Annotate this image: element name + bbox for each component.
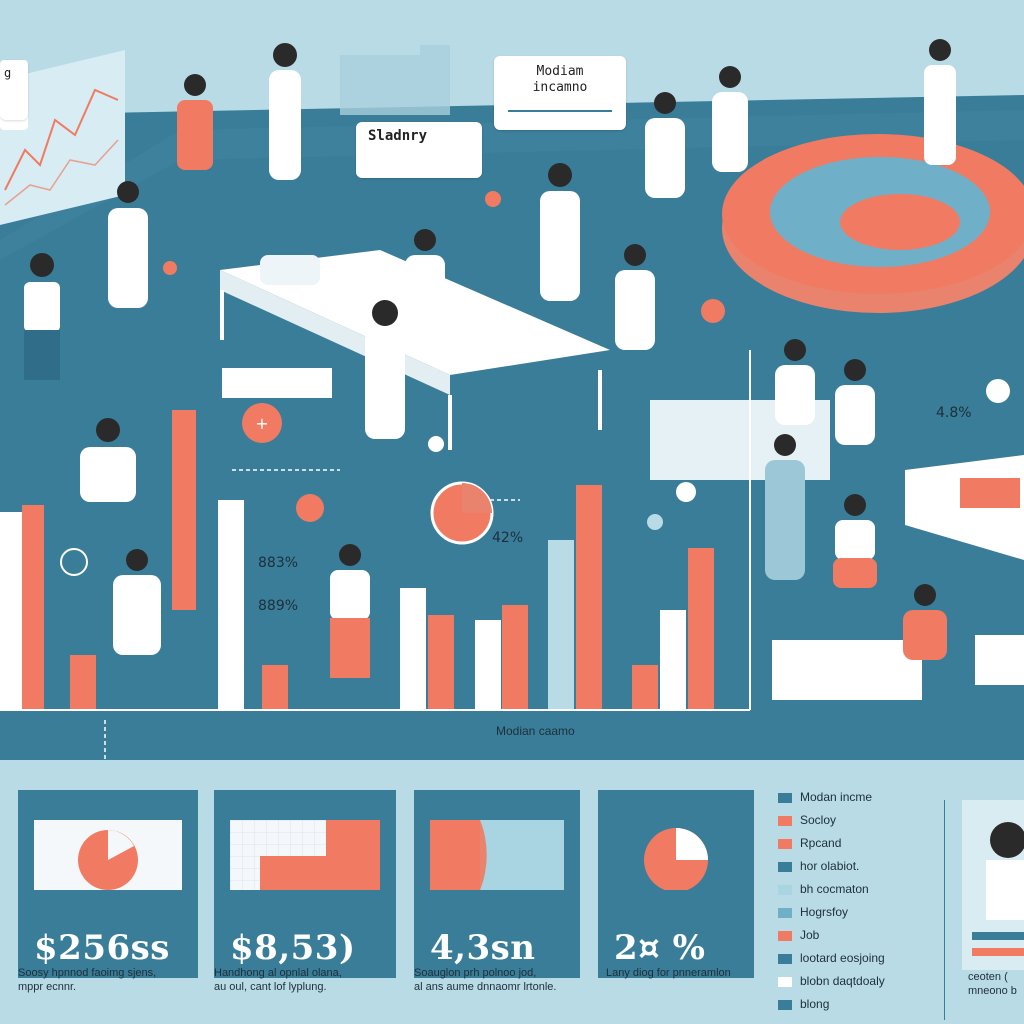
- stat-card-3-value: 4,3sn: [430, 928, 536, 968]
- svg-text:+: +: [255, 414, 268, 433]
- stat-card-3-chart: [430, 820, 564, 890]
- stat-card-2: $8,53): [214, 790, 396, 978]
- portrait-caption: ceoten ( mneono b: [968, 971, 1017, 997]
- legend-label: Modan incme: [800, 790, 873, 804]
- callout-median-income-text: Modiam incamno: [532, 64, 588, 95]
- legend-swatch: [778, 1000, 792, 1010]
- stat-card-3-caption: Soauglon prh polnoo jod, al ans aume dnn…: [414, 967, 557, 993]
- stat-card-3: 4,3sn: [414, 790, 580, 978]
- legend-swatch: [778, 816, 792, 826]
- legend-swatch: [778, 793, 792, 803]
- legend-label: Rpcand: [800, 836, 842, 850]
- legend-divider: [944, 800, 945, 1020]
- stat-card-2-grid: [230, 820, 380, 890]
- bar-chart: [0, 350, 751, 711]
- legend-label: lootard eosjoing: [800, 951, 885, 965]
- callout-corner-text: g: [4, 66, 12, 80]
- scene-illustration: +: [0, 39, 1024, 780]
- stats-section: $256ss $8,53) 4,3sn: [0, 760, 1024, 1024]
- portrait-panel: [962, 800, 1024, 970]
- percent-label-1: 883%: [258, 555, 299, 571]
- percent-label-2: 889%: [258, 598, 299, 614]
- nurse-avatar: [972, 822, 1024, 956]
- stat-card-4-pie: [614, 820, 738, 892]
- percent-label-4: 4.8%: [936, 405, 972, 421]
- legend-swatch: [778, 977, 792, 987]
- legend-swatch: [778, 862, 792, 872]
- stat-card-4: 2¤ %: [598, 790, 754, 978]
- callout-salary: Sladnry: [356, 122, 482, 178]
- callout-salary-text: Sladnry: [368, 128, 428, 144]
- stat-card-4-value: 2¤ %: [614, 928, 706, 968]
- infographic-scene: +: [0, 39, 1024, 780]
- legend-label: hor olabiot.: [800, 859, 860, 873]
- legend-label: bh cocmaton: [800, 882, 869, 896]
- area-chart-icon: [430, 820, 487, 890]
- stat-card-4-caption: Lany diog for pnneramlon: [606, 967, 731, 979]
- x-axis-caption: Modian caamo: [496, 724, 575, 738]
- stat-card-1: $256ss: [18, 790, 198, 978]
- stat-card-2-value: $8,53): [230, 928, 356, 968]
- stat-card-1-caption: Soosy hpnnod faoimg sjens, mppr ecnnr.: [18, 967, 157, 993]
- percent-label-3: 42%: [492, 530, 524, 546]
- legend-label: Hogrsfoy: [800, 905, 849, 919]
- stat-card-1-pie: [34, 820, 182, 890]
- callout-median-income: Modiam incamno: [494, 56, 626, 130]
- legend-label: Socloy: [800, 813, 837, 827]
- legend-swatch: [778, 885, 792, 895]
- stat-card-1-value: $256ss: [34, 928, 170, 968]
- legend-label: blobn daqtdoaly: [800, 974, 885, 988]
- legend-swatch: [778, 908, 792, 918]
- pie-chart-icon: [78, 830, 138, 890]
- wall-line-chart: [0, 50, 125, 225]
- stat-card-2-caption: Handhong al opnlal olana, au oul, cant l…: [214, 967, 342, 993]
- legend-swatch: [778, 954, 792, 964]
- legend-swatch: [778, 839, 792, 849]
- nurse-figures: [24, 39, 956, 678]
- callout-dots: [508, 110, 612, 112]
- hospital-bed-right: [905, 455, 1024, 560]
- legend-label: Job: [800, 928, 820, 942]
- legend-swatch: [778, 931, 792, 941]
- callout-corner: g: [0, 60, 28, 120]
- pie-chart-icon: [644, 828, 708, 892]
- legend-label: blong: [800, 997, 830, 1011]
- grid-chart-icon: [230, 820, 380, 890]
